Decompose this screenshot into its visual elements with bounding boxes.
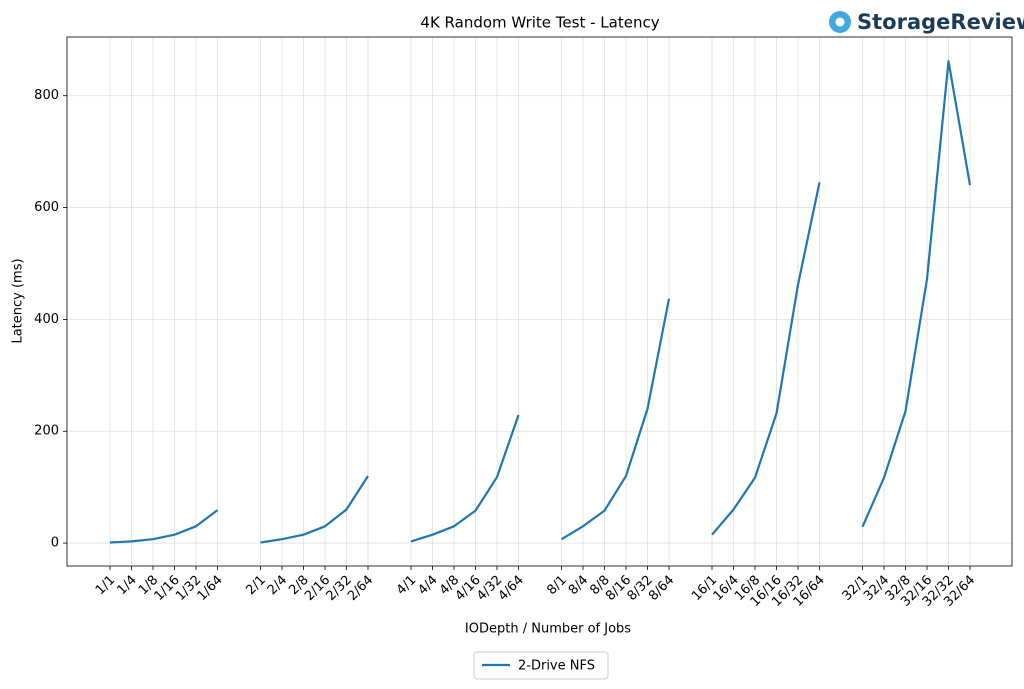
x-tick-label: 4/64 (496, 573, 527, 604)
x-tick-label: 1/64 (195, 573, 226, 604)
x-tick-label: 1/4 (114, 573, 139, 598)
chart-title: 4K Random Write Test - Latency (420, 14, 659, 32)
y-tick-label: 600 (34, 200, 59, 215)
legend-label: 2-Drive NFS (518, 659, 595, 674)
x-tick-label: 8/4 (566, 573, 591, 598)
x-axis-label: IODepth / Number of Jobs (465, 622, 631, 637)
logo-icon-hole (835, 17, 845, 27)
x-tick-label: 2/64 (345, 573, 376, 604)
y-tick-label: 200 (34, 424, 59, 439)
x-tick-label: 8/1 (544, 573, 569, 598)
x-tick-label: 2/1 (243, 573, 268, 598)
y-tick-label: 400 (34, 312, 59, 327)
legend-box (473, 651, 609, 680)
x-tick-label: 8/64 (646, 573, 677, 604)
plot-frame (66, 36, 1013, 567)
y-axis-label: Latency (ms) (11, 258, 26, 343)
x-tick-label: 4/4 (415, 573, 440, 598)
y-tick-label: 0 (51, 536, 59, 551)
x-tick-label: 1/1 (93, 573, 118, 598)
legend: 2-Drive NFS (473, 651, 609, 680)
logo-text: StorageReview (857, 10, 1024, 34)
x-tick-label: 2/4 (265, 573, 290, 598)
logo: StorageReview (829, 10, 1024, 34)
data-line (109, 59, 972, 544)
y-tick-label: 800 (34, 88, 59, 103)
x-tick-label: 4/1 (394, 573, 419, 598)
